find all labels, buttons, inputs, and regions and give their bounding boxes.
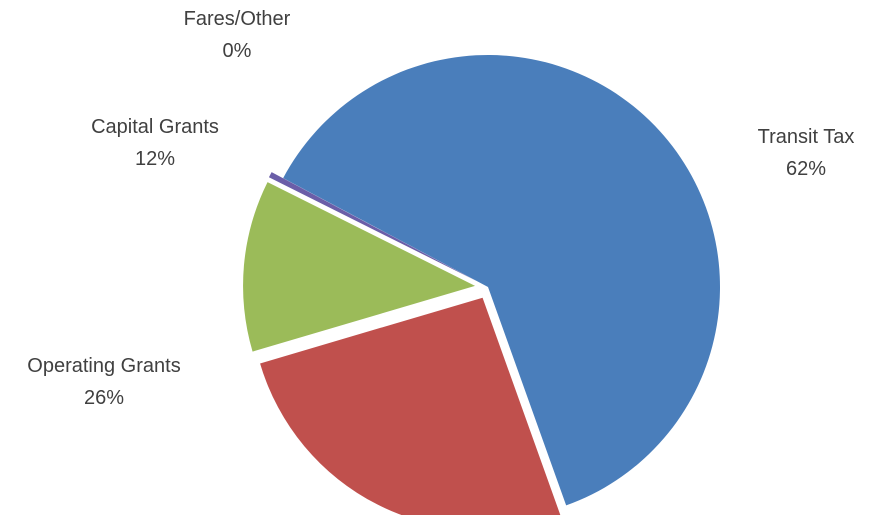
pie-slice-fares-other	[268, 172, 477, 282]
pie-slice-capital-grants	[243, 182, 476, 352]
slice-label-capital-grants: Capital Grants	[91, 116, 219, 138]
pie-slice-operating-grants	[260, 297, 561, 515]
slice-percent-transit-tax: 62%	[786, 158, 826, 180]
pie-labels: Transit Tax 62% Operating Grants 26% Capital…	[27, 8, 854, 409]
slice-label-operating-grants: Operating Grants	[27, 355, 180, 377]
slice-label-fares-other: Fares/Other	[184, 8, 291, 30]
slice-percent-fares-other: 0%	[223, 40, 252, 62]
slice-percent-operating-grants: 26%	[84, 387, 124, 409]
pie-slice-transit-tax	[283, 54, 720, 506]
slice-percent-capital-grants: 12%	[135, 148, 175, 170]
pie-slices	[243, 54, 720, 515]
slice-label-transit-tax: Transit Tax	[758, 126, 855, 148]
